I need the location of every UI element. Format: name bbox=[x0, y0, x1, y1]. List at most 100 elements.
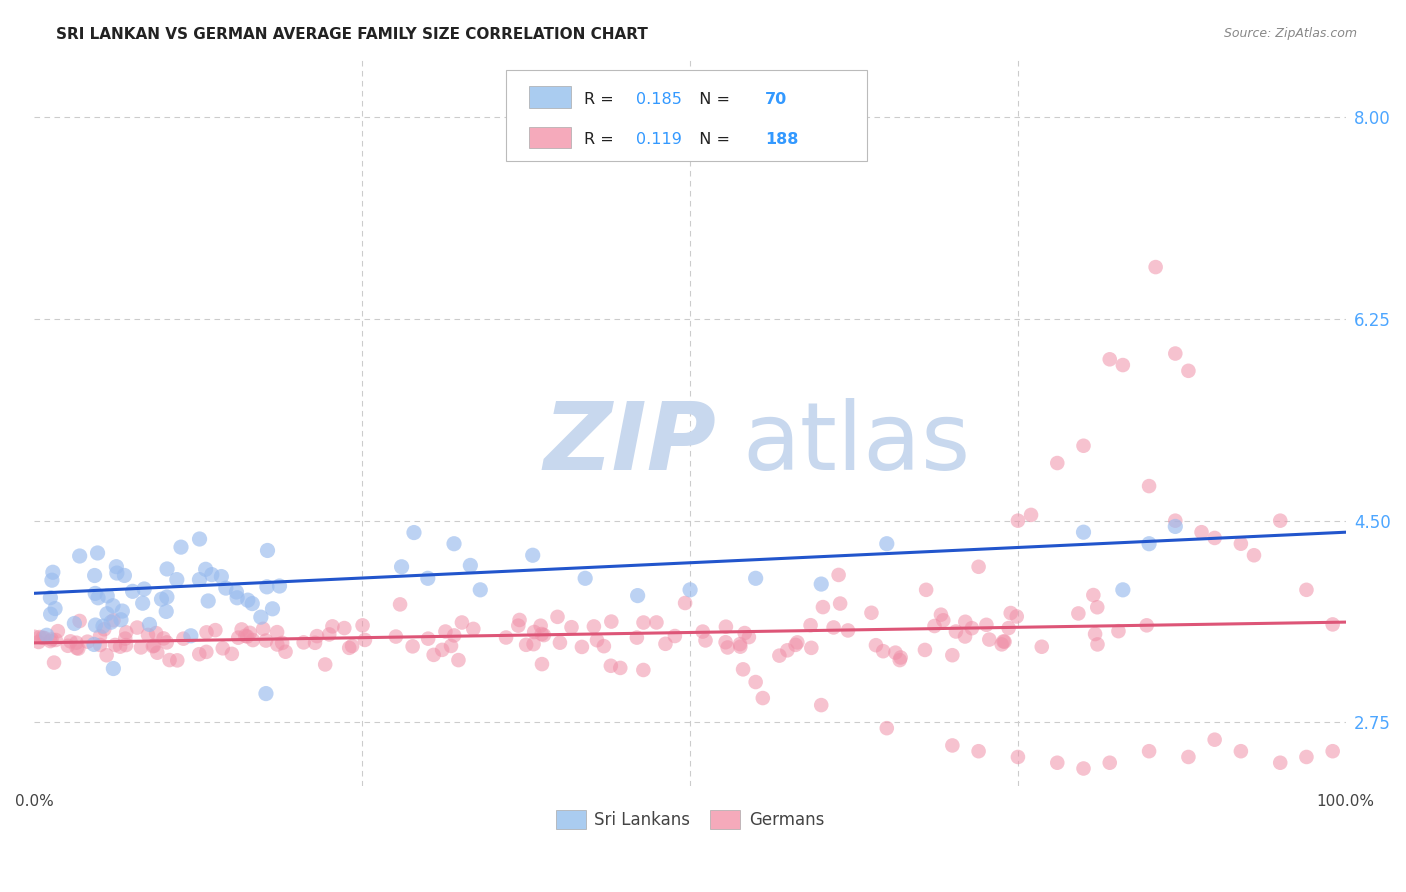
Point bbox=[785, 638, 807, 652]
Point bbox=[664, 629, 686, 643]
Point bbox=[548, 636, 571, 650]
Point bbox=[254, 633, 277, 648]
Point bbox=[593, 639, 616, 653]
Point bbox=[645, 615, 668, 630]
Point bbox=[979, 632, 1001, 647]
Point bbox=[1046, 756, 1069, 770]
Point bbox=[434, 624, 457, 639]
Point bbox=[104, 638, 127, 652]
Point bbox=[314, 657, 336, 672]
Point bbox=[105, 559, 128, 574]
Point bbox=[129, 640, 152, 655]
Point bbox=[422, 648, 444, 662]
Point bbox=[195, 645, 218, 659]
Point bbox=[1083, 588, 1105, 602]
Point bbox=[876, 721, 898, 735]
Point bbox=[136, 628, 159, 642]
Point bbox=[266, 638, 288, 652]
Text: ZIP: ZIP bbox=[544, 399, 716, 491]
Point bbox=[609, 661, 631, 675]
Point bbox=[225, 585, 247, 599]
Point bbox=[830, 597, 852, 611]
Point bbox=[443, 537, 465, 551]
Point bbox=[197, 594, 219, 608]
Point bbox=[915, 582, 938, 597]
Point bbox=[236, 593, 259, 607]
Point bbox=[872, 644, 894, 658]
Point bbox=[115, 638, 138, 652]
Point bbox=[714, 620, 737, 634]
Point bbox=[515, 638, 537, 652]
Point bbox=[83, 568, 105, 582]
Point bbox=[1098, 352, 1121, 367]
Point bbox=[304, 636, 326, 650]
Point bbox=[84, 618, 107, 632]
Point bbox=[337, 640, 360, 655]
Point bbox=[83, 637, 105, 651]
Point bbox=[679, 582, 702, 597]
Point bbox=[101, 599, 124, 613]
Point bbox=[215, 581, 238, 595]
Point bbox=[63, 616, 86, 631]
Point bbox=[195, 625, 218, 640]
Point bbox=[1007, 514, 1029, 528]
Point bbox=[134, 582, 156, 596]
Point bbox=[39, 591, 62, 605]
Point bbox=[463, 622, 485, 636]
Point bbox=[180, 629, 202, 643]
Point bbox=[508, 618, 530, 632]
Point bbox=[692, 624, 714, 639]
Point bbox=[633, 615, 655, 630]
Text: Source: ZipAtlas.com: Source: ZipAtlas.com bbox=[1223, 27, 1357, 40]
Point bbox=[430, 643, 453, 657]
Point bbox=[884, 646, 907, 660]
Point bbox=[730, 640, 752, 654]
Point bbox=[522, 637, 544, 651]
Point bbox=[389, 598, 412, 612]
Point bbox=[786, 635, 808, 649]
Point bbox=[522, 548, 544, 562]
Point bbox=[416, 571, 439, 585]
Point bbox=[69, 614, 91, 628]
Point bbox=[1144, 260, 1167, 274]
Point bbox=[582, 619, 605, 633]
Point bbox=[967, 744, 990, 758]
Point bbox=[1107, 624, 1129, 639]
Point bbox=[114, 632, 136, 646]
Point bbox=[1177, 364, 1199, 378]
Point bbox=[1007, 750, 1029, 764]
Point bbox=[889, 653, 911, 667]
Point bbox=[152, 632, 174, 646]
Point bbox=[752, 691, 775, 706]
Point bbox=[1067, 607, 1090, 621]
Point bbox=[1112, 358, 1135, 372]
Point bbox=[42, 566, 65, 580]
Point bbox=[35, 628, 58, 642]
Point bbox=[976, 617, 998, 632]
Point bbox=[1136, 618, 1159, 632]
Point bbox=[108, 640, 131, 654]
Point bbox=[385, 630, 408, 644]
Point bbox=[890, 650, 912, 665]
Point bbox=[1137, 744, 1160, 758]
Point bbox=[1137, 537, 1160, 551]
Point bbox=[110, 613, 132, 627]
Point bbox=[34, 631, 56, 645]
Point bbox=[56, 639, 79, 653]
Point bbox=[111, 604, 134, 618]
Point bbox=[226, 591, 249, 605]
Point bbox=[837, 624, 859, 638]
Point bbox=[96, 589, 118, 603]
Point bbox=[547, 610, 569, 624]
Point bbox=[41, 573, 63, 587]
Point bbox=[159, 653, 181, 667]
Text: 70: 70 bbox=[765, 92, 787, 107]
Point bbox=[1177, 750, 1199, 764]
Point bbox=[860, 606, 883, 620]
Point bbox=[811, 600, 834, 615]
Point bbox=[460, 558, 482, 573]
Point bbox=[1204, 732, 1226, 747]
Point bbox=[166, 653, 188, 667]
Point bbox=[1270, 756, 1292, 770]
Point bbox=[93, 622, 115, 636]
